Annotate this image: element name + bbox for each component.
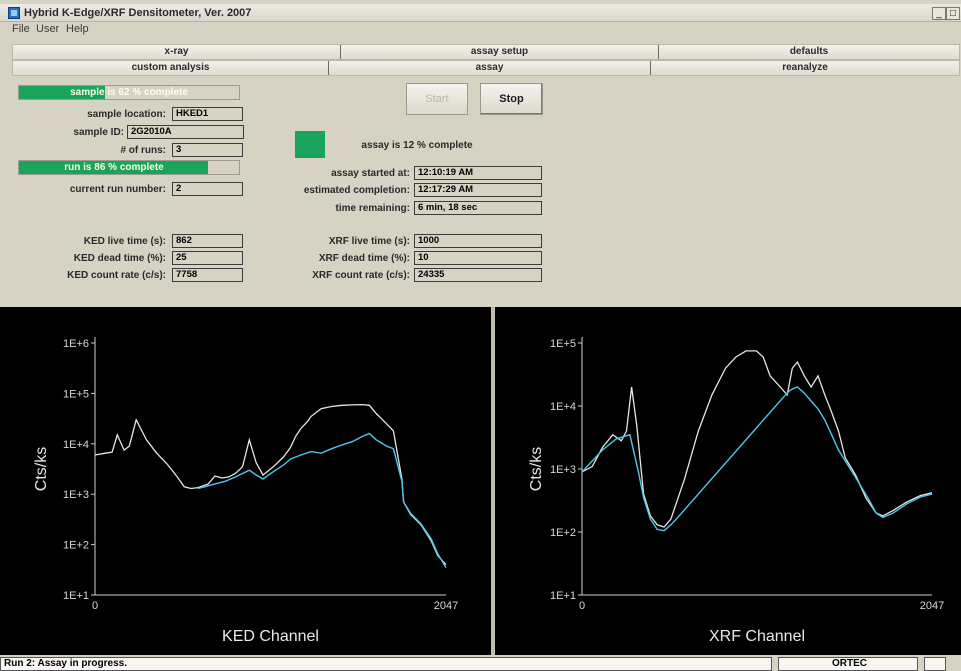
estimated-completion-label: estimated completion:: [303, 185, 410, 196]
assay-progress-text: assay is 12 % complete: [361, 140, 473, 151]
stop-button[interactable]: Stop: [480, 83, 543, 115]
xrf-y-tick-label: 1E+4: [550, 401, 576, 413]
start-button[interactable]: Start: [406, 83, 468, 115]
minimize-button[interactable]: _: [932, 7, 946, 20]
status-vendor: ORTEC: [778, 657, 918, 671]
time-remaining-field: 6 min, 18 sec: [414, 201, 542, 215]
run-progress-fill: [19, 161, 209, 174]
xrf-x-axis-label: XRF Channel: [709, 628, 805, 645]
tab-assay[interactable]: assay: [329, 61, 651, 75]
title-bar: Hybrid K-Edge/XRF Densitometer, Ver. 200…: [0, 4, 961, 22]
xrf-y-tick-label: 1E+5: [550, 338, 576, 350]
assay-started-field: 12:10:19 AM: [414, 166, 542, 180]
sample-progress-fill: [19, 86, 105, 99]
sample-progress-label: sample is 62 % complete: [70, 87, 188, 98]
ked-x-tick-label: 0: [92, 600, 98, 612]
tab-reanalyze[interactable]: reanalyze: [782, 62, 828, 73]
xrf-y-axis-label: Cts/ks: [528, 447, 545, 491]
window-title: Hybrid K-Edge/XRF Densitometer, Ver. 200…: [24, 7, 252, 19]
assay-status-indicator: [295, 131, 325, 158]
maximize-button[interactable]: □: [946, 7, 960, 20]
num-runs-label: # of runs:: [120, 145, 166, 156]
ked-y-tick-label: 1E+6: [63, 338, 89, 350]
app-icon: [8, 7, 20, 19]
menu-user[interactable]: User: [36, 23, 60, 35]
ked-count-rate-label: KED count rate (c/s):: [67, 270, 166, 281]
ked-spectrum-panel: 1E+1 1E+2 1E+3 1E+4 1E+5 1E+6 0 2047 KED Channel…: [0, 307, 491, 655]
xrf-spectrum-chart: 1E+1 1E+2 1E+3 1E+4 1E+5 0 2047 XRF Channel Cts/…: [528, 337, 944, 645]
tab-defaults[interactable]: defaults: [789, 46, 829, 57]
menu-help[interactable]: Help: [66, 23, 89, 35]
num-runs-field: 3: [172, 143, 243, 157]
ked-y-tick-label: 1E+1: [63, 590, 89, 602]
xrf-dead-time-label: XRF dead time (%):: [318, 253, 410, 264]
ked-x-tick-label: 2047: [434, 600, 458, 612]
xrf-series-line-2: [581, 386, 933, 532]
sample-location-label: sample location:: [87, 109, 166, 120]
xrf-y-tick-label: 1E+3: [550, 464, 576, 476]
ked-y-tick-label: 1E+5: [63, 388, 89, 400]
xrf-live-time-label: XRF live time (s):: [328, 236, 410, 247]
ked-live-time-label: KED live time (s):: [83, 236, 166, 247]
ked-live-time-field: 862: [172, 234, 243, 248]
tab-row-2: custom analysis assay reanalyze: [12, 60, 960, 76]
ked-y-tick-label: 1E+4: [63, 439, 89, 451]
tab-x-ray[interactable]: x-ray: [13, 45, 341, 59]
xrf-y-tick-label: 1E+1: [550, 590, 576, 602]
sample-id-field: 2G2010A: [127, 125, 244, 139]
ked-y-tick-label: 1E+3: [63, 489, 89, 501]
menu-file[interactable]: File: [12, 23, 30, 35]
ked-dead-time-label: KED dead time (%):: [73, 253, 166, 264]
ked-spectrum-chart: 1E+1 1E+2 1E+3 1E+4 1E+5 1E+6 0 2047 KED Channel…: [33, 337, 458, 645]
ked-count-rate-field: 7758: [172, 268, 243, 282]
plot-divider: [491, 307, 495, 655]
tab-custom-analysis[interactable]: custom analysis: [13, 61, 329, 75]
xrf-series-line-1: [581, 350, 933, 528]
estimated-completion-field: 12:17:29 AM: [414, 183, 542, 197]
status-extra-cell: [924, 657, 946, 671]
ked-series-line-2: [197, 432, 447, 568]
status-message: Run 2: Assay in progress.: [0, 657, 772, 671]
sample-id-label: sample ID:: [73, 127, 124, 138]
ked-series-line-1: [94, 403, 447, 566]
sample-progress-bar: sample is 62 % complete: [18, 85, 240, 100]
ked-y-tick-label: 1E+2: [63, 540, 89, 552]
xrf-count-rate-field: 24335: [414, 268, 542, 282]
ked-x-axis-label: KED Channel: [222, 628, 319, 645]
xrf-y-tick-label: 1E+2: [550, 527, 576, 539]
current-run-label: current run number:: [69, 184, 166, 195]
run-progress-label: run is 86 % complete: [64, 162, 164, 173]
xrf-spectrum-panel: 1E+1 1E+2 1E+3 1E+4 1E+5 0 2047 XRF Channel Cts/…: [495, 307, 961, 655]
assay-started-label: assay started at:: [331, 168, 410, 179]
current-run-field: 2: [172, 182, 243, 196]
menu-bar: File User Help: [0, 23, 961, 37]
xrf-x-tick-label: 2047: [920, 600, 944, 612]
xrf-live-time-field: 1000: [414, 234, 542, 248]
status-bar: Run 2: Assay in progress. ORTEC: [0, 655, 961, 671]
ked-y-axis-label: Cts/ks: [33, 447, 50, 491]
ked-dead-time-field: 25: [172, 251, 243, 265]
xrf-dead-time-field: 10: [414, 251, 542, 265]
xrf-count-rate-label: XRF count rate (c/s):: [312, 270, 410, 281]
time-remaining-label: time remaining:: [335, 203, 410, 214]
sample-location-field: HKED1: [172, 107, 243, 121]
run-progress-bar: run is 86 % complete: [18, 160, 240, 175]
xrf-x-tick-label: 0: [579, 600, 585, 612]
tab-assay-setup[interactable]: assay setup: [341, 45, 659, 59]
tab-row-1: x-ray assay setup defaults: [12, 44, 960, 60]
